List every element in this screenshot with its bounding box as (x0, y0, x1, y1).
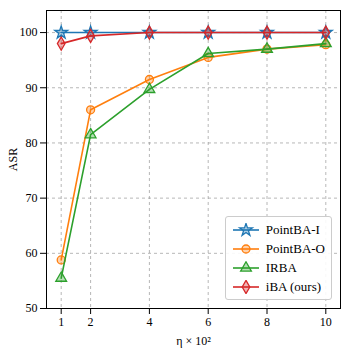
svg-text:50: 50 (26, 301, 38, 315)
svg-text:1: 1 (58, 315, 64, 329)
svg-text:η × 10²: η × 10² (176, 334, 211, 348)
html-text:iBA (ours): iBA (ours) (265, 278, 321, 294)
html-text:PointBA-I: PointBA-I (265, 221, 320, 237)
svg-text:80: 80 (26, 136, 38, 150)
svg-text:60: 60 (26, 246, 38, 260)
svg-text:100: 100 (20, 25, 38, 39)
html-text:IRBA: IRBA (265, 259, 297, 275)
html-text:PointBA-O: PointBA-O (265, 240, 325, 256)
svg-text:6: 6 (205, 315, 211, 329)
svg-text:ASR: ASR (6, 148, 20, 171)
svg-text:2: 2 (88, 315, 94, 329)
svg-text:90: 90 (26, 81, 38, 95)
svg-text:10: 10 (320, 315, 332, 329)
svg-text:4: 4 (146, 315, 152, 329)
svg-text:70: 70 (26, 191, 38, 205)
svg-text:8: 8 (264, 315, 270, 329)
